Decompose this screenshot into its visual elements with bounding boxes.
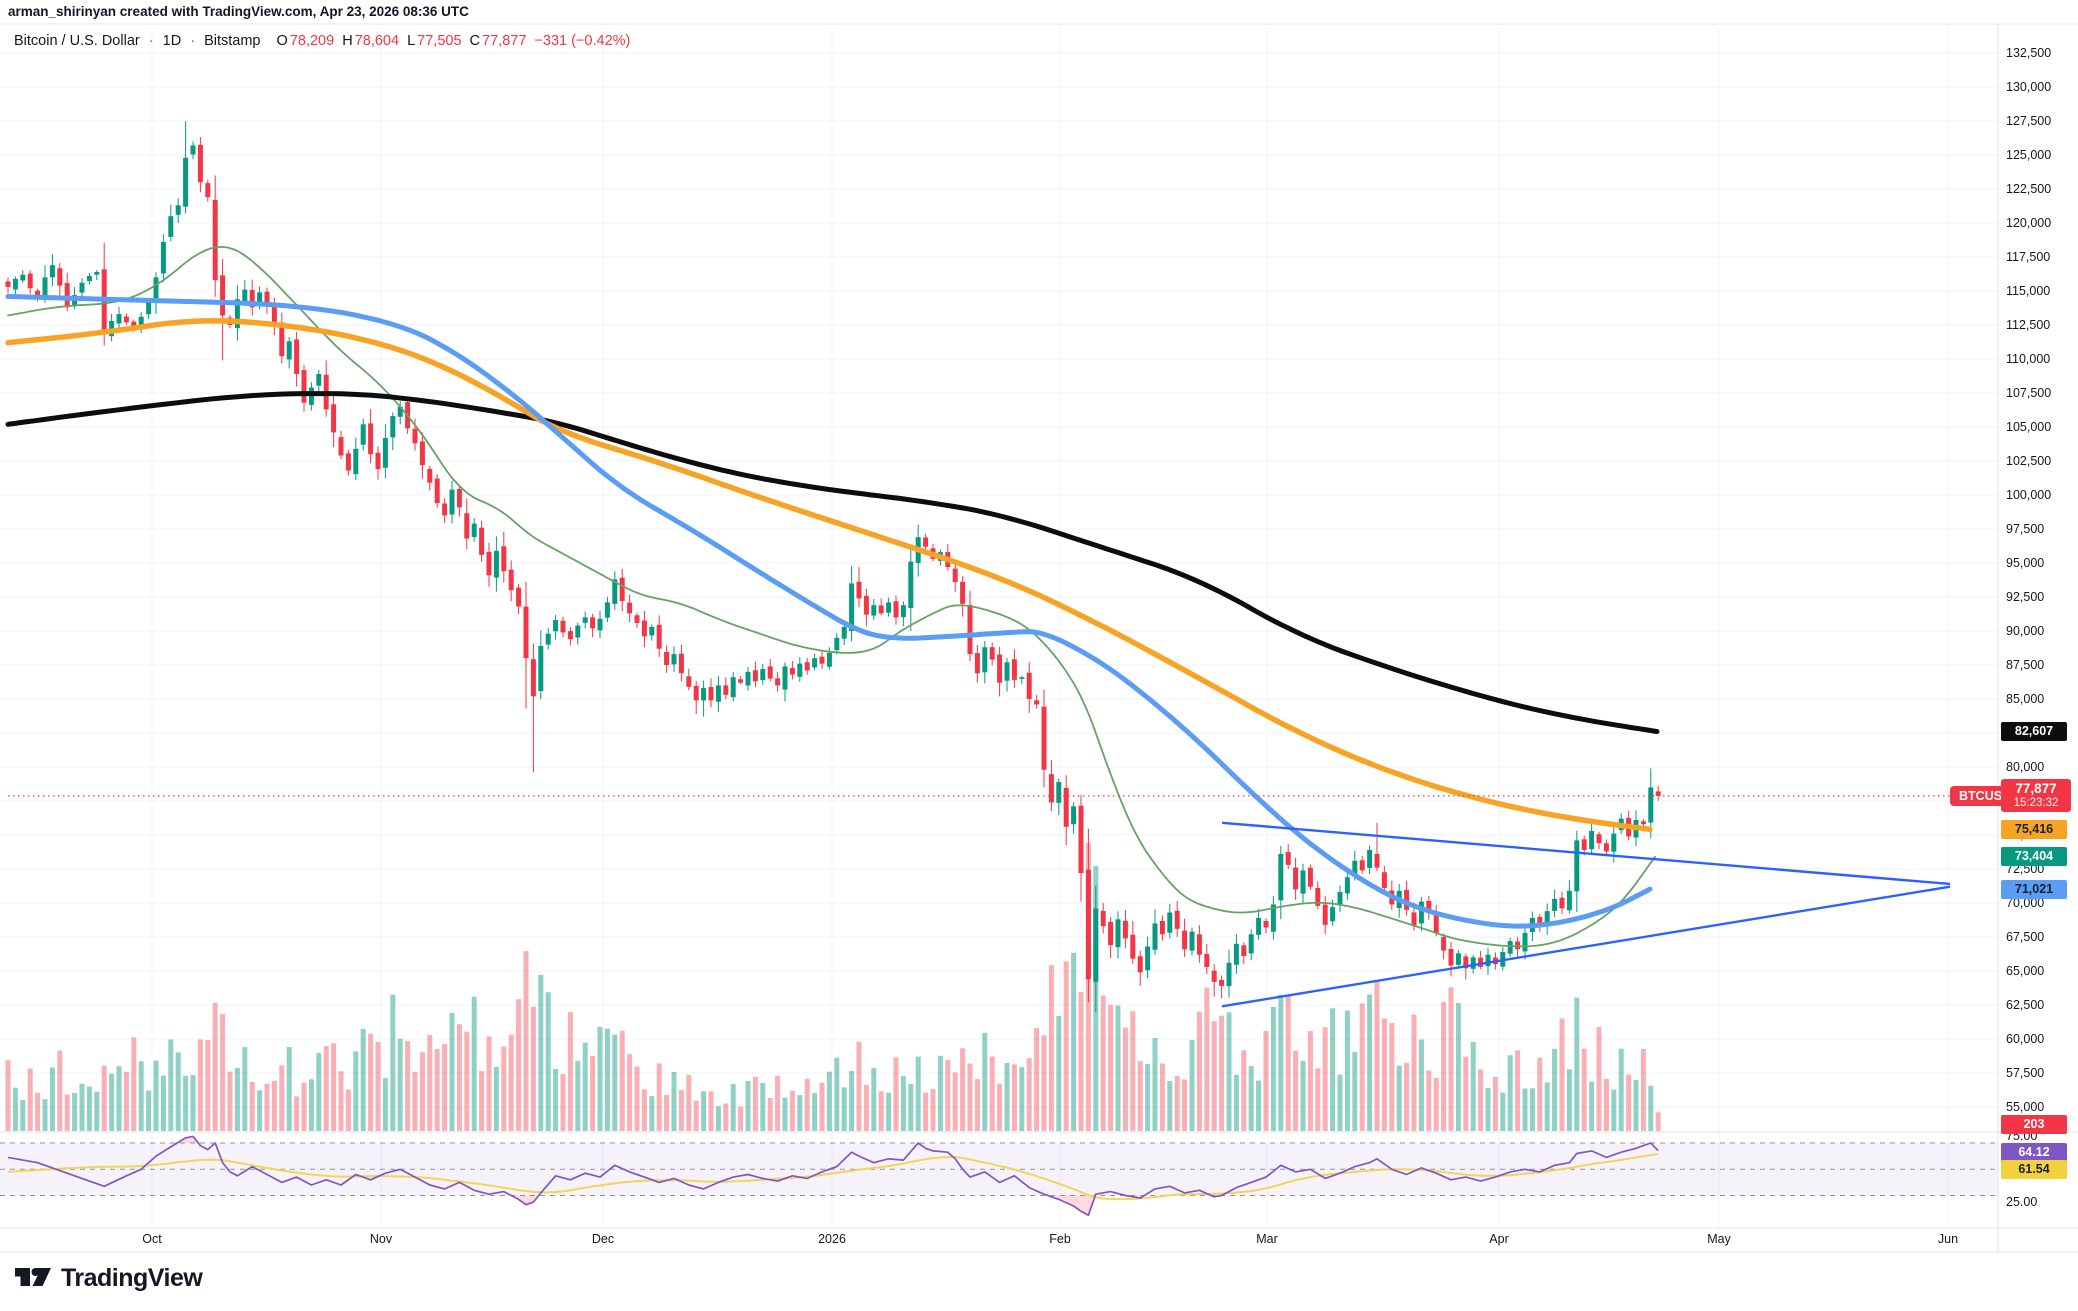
symbol-title[interactable]: Bitcoin / U.S. Dollar bbox=[14, 33, 140, 49]
price-tick-label: 117,500 bbox=[2006, 250, 2051, 264]
rsi-band bbox=[0, 1143, 1998, 1196]
last-price-value: 77,877 bbox=[2015, 780, 2057, 796]
change-label: −331 (−0.42%) bbox=[534, 33, 631, 49]
price-tick-label: 55,000 bbox=[2006, 1100, 2045, 1114]
price-tick-label: 125,000 bbox=[2006, 148, 2052, 162]
bar-countdown: 15:23:32 bbox=[2013, 796, 2059, 809]
rsi-ma-value-tag: 61.54 bbox=[2001, 1159, 2067, 1179]
price-tick-label: 60,000 bbox=[2006, 1032, 2045, 1046]
price-tick-label: 127,500 bbox=[2006, 114, 2052, 128]
time-tick-label: Mar bbox=[1256, 1232, 1278, 1246]
trendline-lower[interactable] bbox=[1221, 885, 1951, 1008]
price-tick-label: 70,000 bbox=[2006, 896, 2045, 910]
ma100-value-tag: 75,416 bbox=[2001, 819, 2067, 839]
ohlc-low: L 77,505 bbox=[407, 33, 462, 49]
price-tick-label: 65,000 bbox=[2006, 964, 2045, 978]
time-tick-label: Apr bbox=[1489, 1232, 1509, 1246]
ohlc-close: C 77,877 bbox=[469, 33, 527, 49]
tradingview-logo[interactable]: TradingView bbox=[14, 1263, 203, 1293]
header-separator: · bbox=[190, 33, 196, 49]
time-tick-label: 2026 bbox=[818, 1232, 846, 1246]
price-tick-label: 102,500 bbox=[2006, 454, 2052, 468]
ma200-value-tag: 82,607 bbox=[2001, 722, 2067, 742]
price-tick-label: 122,500 bbox=[2006, 182, 2052, 196]
price-tick-label: 107,500 bbox=[2006, 386, 2052, 400]
attribution-text: arman_shirinyan created with TradingView… bbox=[8, 4, 469, 19]
volume-value-tag: 203 bbox=[2001, 1114, 2067, 1134]
rsi-line bbox=[7, 1135, 1659, 1217]
price-tick-label: 112,500 bbox=[2006, 318, 2051, 332]
price-tick-label: 95,000 bbox=[2006, 556, 2045, 570]
price-tick-label: 115,000 bbox=[2006, 284, 2051, 298]
price-tick-label: 97,500 bbox=[2006, 522, 2045, 536]
time-tick-label: Feb bbox=[1049, 1232, 1071, 1246]
tradingview-logo-text: TradingView bbox=[61, 1263, 203, 1292]
ohlc-open: O 78,209 bbox=[276, 33, 335, 49]
price-tick-label: 90,000 bbox=[2006, 624, 2045, 638]
price-tick-label: 62,500 bbox=[2006, 998, 2045, 1012]
price-tick-label: 92,500 bbox=[2006, 590, 2045, 604]
header-separator: · bbox=[148, 33, 154, 49]
ohlc-high: H 78,604 bbox=[342, 33, 400, 49]
ma50-line bbox=[5, 293, 1653, 929]
trendline-upper[interactable] bbox=[1221, 821, 1951, 886]
rsi-value-tag: 64.12 bbox=[2001, 1142, 2067, 1162]
price-tick-label: 87,500 bbox=[2006, 658, 2045, 672]
ma200-line bbox=[5, 391, 1660, 734]
time-tick-label: Dec bbox=[591, 1232, 615, 1246]
ma50-value-tag: 71,021 bbox=[2001, 879, 2067, 899]
price-tick-label: 67,500 bbox=[2006, 930, 2045, 944]
time-tick-label: Jun bbox=[1937, 1232, 1959, 1246]
price-tick-label: 132,500 bbox=[2006, 46, 2052, 60]
ma100-line bbox=[5, 318, 1653, 833]
price-tick-label: 105,000 bbox=[2006, 420, 2052, 434]
time-tick-label: Nov bbox=[369, 1232, 393, 1246]
exchange-label: Bitstamp bbox=[204, 33, 261, 49]
price-tick-label: 100,000 bbox=[2006, 488, 2052, 502]
interval-label[interactable]: 1D bbox=[162, 33, 182, 49]
price-tick-label: 85,000 bbox=[2006, 692, 2045, 706]
time-tick-label: May bbox=[1707, 1232, 1731, 1246]
time-tick-label: Oct bbox=[142, 1232, 162, 1246]
rsi-ma-line bbox=[7, 1153, 1659, 1201]
rsi-tick-label: 25.00 bbox=[2006, 1195, 2038, 1210]
candlesticks bbox=[5, 121, 1661, 1012]
price-tick-label: 110,000 bbox=[2006, 352, 2051, 366]
last-price-tag: 77,877 15:23:32 bbox=[2001, 778, 2071, 812]
price-tick-label: 130,000 bbox=[2006, 80, 2052, 94]
ma21-value-tag: 73,404 bbox=[2001, 847, 2067, 867]
volume-bars bbox=[5, 843, 1661, 1131]
price-tick-label: 57,500 bbox=[2006, 1066, 2045, 1080]
price-tick-label: 80,000 bbox=[2006, 760, 2045, 774]
price-tick-label: 120,000 bbox=[2006, 216, 2052, 230]
tradingview-logo-icon bbox=[15, 1268, 51, 1286]
ma21-line bbox=[7, 245, 1656, 948]
